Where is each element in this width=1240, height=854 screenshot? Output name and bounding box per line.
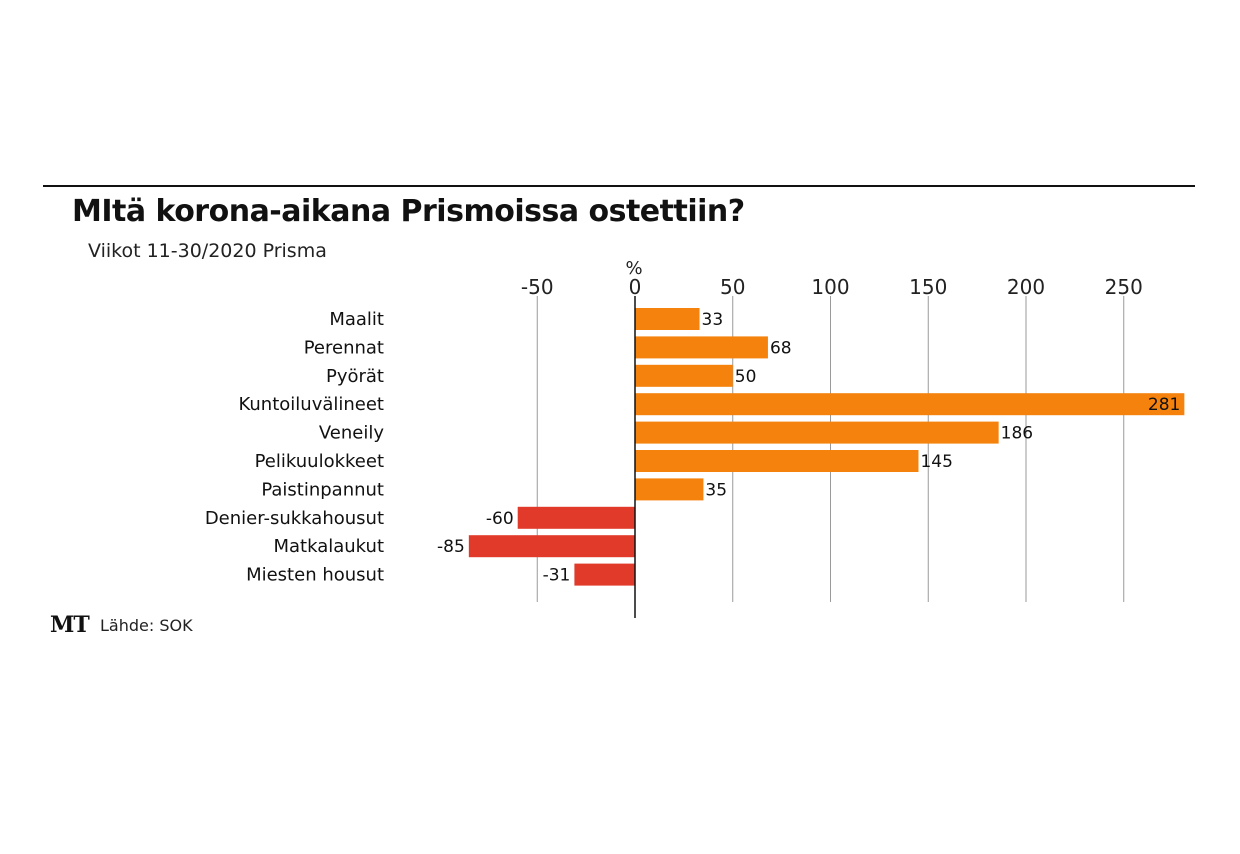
unit-label: % <box>625 258 642 279</box>
bar <box>517 506 635 529</box>
bar <box>635 421 999 444</box>
value-label: 35 <box>705 480 727 500</box>
tick-label: 50 <box>720 275 745 299</box>
category-label: Pyörät <box>326 366 384 387</box>
bar <box>635 336 768 359</box>
bar <box>635 308 700 330</box>
tick-label: 0 <box>629 275 642 299</box>
value-label: -85 <box>437 537 465 557</box>
value-labels: 33 68 50 281 186 145 35 -60 -85 -31 <box>437 310 1180 586</box>
tick-label: 150 <box>909 275 947 299</box>
category-label: Paistinpannut <box>261 479 384 500</box>
bar <box>574 563 635 586</box>
x-axis-ticks: -50 0 50 100 150 200 250 <box>521 275 1143 299</box>
category-label: Denier-sukkahousut <box>205 508 384 529</box>
value-label: -31 <box>543 566 571 586</box>
bar <box>468 535 635 558</box>
category-label: Veneily <box>319 423 384 444</box>
value-label: 50 <box>735 367 757 387</box>
tick-label: 250 <box>1105 275 1143 299</box>
tick-label: 100 <box>811 275 849 299</box>
chart-title: MItä korona-aikana Prismoissa ostettiin? <box>72 194 745 229</box>
value-label: 145 <box>920 452 952 472</box>
value-label: -60 <box>486 509 514 529</box>
bar <box>635 478 704 501</box>
category-label: Pelikuulokkeet <box>255 451 384 472</box>
bar <box>635 393 1185 416</box>
value-label: 281 <box>1148 395 1180 415</box>
category-label: Matkalaukut <box>273 536 384 557</box>
bar <box>635 450 919 472</box>
category-label: Kuntoiluvälineet <box>238 394 384 415</box>
chart-subtitle: Viikot 11-30/2020 Prisma <box>88 240 327 262</box>
category-label: Perennat <box>304 337 384 358</box>
value-label: 33 <box>702 310 724 330</box>
mt-logo: MT <box>50 612 90 638</box>
tick-label: 200 <box>1007 275 1045 299</box>
top-rule <box>43 185 1195 187</box>
bars <box>468 308 1185 586</box>
bar <box>635 364 733 387</box>
tick-label: -50 <box>521 275 554 299</box>
category-label: Maalit <box>329 309 384 330</box>
category-label: Miesten housut <box>246 565 384 586</box>
source-note: Lähde: SOK <box>100 616 193 635</box>
value-label: 186 <box>1001 424 1033 444</box>
value-label: 68 <box>770 338 792 358</box>
category-labels: Maalit Perennat Pyörät Kuntoiluvälineet Vene… <box>205 309 385 586</box>
